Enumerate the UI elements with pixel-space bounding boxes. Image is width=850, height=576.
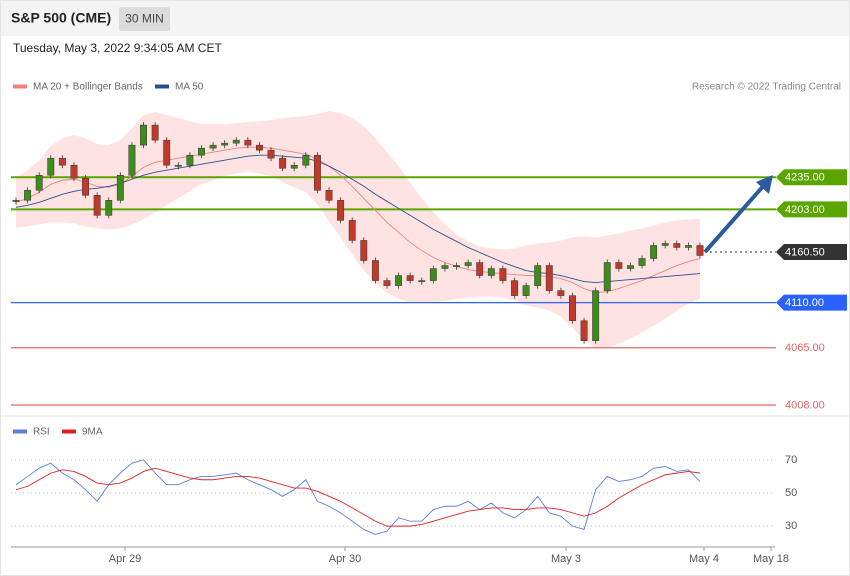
candle bbox=[487, 268, 495, 276]
candle bbox=[406, 275, 414, 281]
candle bbox=[696, 245, 704, 256]
candle bbox=[453, 265, 460, 267]
candle bbox=[580, 320, 588, 342]
forecast-arrow bbox=[703, 181, 768, 254]
candle bbox=[534, 265, 542, 286]
x-tick-label: Apr 29 bbox=[109, 553, 141, 565]
legend-label: MA 20 + Bollinger Bands bbox=[33, 82, 143, 93]
candle bbox=[70, 164, 78, 179]
x-tick-label: May 4 bbox=[689, 553, 719, 565]
candle bbox=[244, 139, 252, 146]
candle bbox=[93, 195, 101, 216]
candle bbox=[499, 268, 507, 281]
candle bbox=[116, 174, 124, 201]
candle bbox=[198, 147, 205, 156]
candle bbox=[511, 280, 518, 296]
level-box bbox=[776, 169, 847, 186]
x-tick-label: Apr 30 bbox=[329, 553, 361, 565]
candle bbox=[221, 142, 229, 146]
level-box bbox=[776, 201, 847, 218]
candle bbox=[58, 157, 66, 166]
candle bbox=[603, 262, 611, 291]
candle bbox=[592, 290, 600, 342]
y-tick-label: 70 bbox=[785, 454, 797, 466]
line-series bbox=[15, 459, 701, 535]
x-tick-label: May 3 bbox=[551, 553, 581, 565]
moving-average bbox=[15, 146, 701, 294]
candle bbox=[313, 154, 321, 191]
legend-swatch bbox=[62, 429, 76, 434]
legend-swatch bbox=[13, 84, 27, 89]
candle bbox=[371, 260, 379, 281]
arrow-head bbox=[756, 175, 773, 194]
legend-label: 9MA bbox=[82, 427, 103, 438]
candle bbox=[209, 144, 217, 149]
candle bbox=[186, 154, 194, 166]
timeframe[interactable]: 30 MIN bbox=[125, 12, 164, 26]
candle bbox=[348, 220, 356, 241]
legend-label: RSI bbox=[33, 427, 50, 438]
candle bbox=[441, 265, 449, 269]
candle bbox=[418, 280, 426, 283]
candle bbox=[151, 124, 159, 141]
candle bbox=[360, 240, 368, 261]
candle bbox=[395, 275, 403, 286]
credit: Research © 2022 Trading Central bbox=[692, 82, 841, 93]
level-label: 4203.00 bbox=[785, 204, 825, 216]
moving-average bbox=[15, 154, 701, 284]
timestamp: Tuesday, May 3, 2022 9:34:05 AM CET bbox=[13, 41, 222, 55]
candle bbox=[302, 154, 310, 166]
candle bbox=[128, 144, 136, 176]
candle bbox=[12, 200, 20, 202]
candle bbox=[174, 164, 182, 167]
x-tick-label: May 18 bbox=[753, 553, 789, 565]
candle bbox=[35, 174, 43, 191]
level-label: 4235.00 bbox=[785, 172, 825, 184]
candle bbox=[650, 245, 658, 259]
candle bbox=[279, 157, 287, 169]
legend-swatch bbox=[13, 429, 27, 434]
candle bbox=[325, 190, 333, 201]
candle bbox=[464, 262, 472, 266]
level-label: 4160.50 bbox=[785, 246, 825, 258]
candle bbox=[290, 164, 298, 169]
candle bbox=[673, 243, 681, 248]
candle bbox=[615, 262, 623, 269]
candle bbox=[557, 290, 565, 296]
legend-label: MA 50 bbox=[175, 82, 204, 93]
candle bbox=[232, 139, 240, 144]
candle bbox=[661, 243, 669, 246]
candle bbox=[267, 149, 275, 159]
title: S&P 500 (CME) bbox=[11, 10, 111, 26]
candle bbox=[569, 295, 576, 321]
candle bbox=[383, 280, 391, 286]
timeframe-badge[interactable] bbox=[119, 7, 170, 31]
level-box bbox=[776, 294, 847, 311]
candle bbox=[545, 265, 553, 291]
level-label: 4110.00 bbox=[785, 297, 824, 309]
candle bbox=[684, 245, 692, 248]
candle bbox=[47, 157, 55, 176]
candle bbox=[256, 144, 263, 151]
candle bbox=[163, 139, 171, 166]
level-label: 4008.00 bbox=[785, 399, 825, 411]
level-label: 4065.00 bbox=[785, 342, 825, 354]
line-series bbox=[15, 467, 701, 527]
candle bbox=[429, 268, 437, 281]
candle bbox=[627, 265, 634, 269]
y-tick-label: 50 bbox=[785, 487, 797, 499]
y-tick-label: 30 bbox=[785, 520, 797, 532]
candle bbox=[337, 200, 345, 221]
candle bbox=[24, 190, 32, 201]
candle bbox=[140, 124, 147, 146]
candle bbox=[522, 285, 530, 296]
legend-swatch bbox=[155, 84, 169, 89]
candle bbox=[105, 200, 113, 216]
candle bbox=[638, 258, 646, 266]
candle bbox=[476, 262, 484, 276]
level-box bbox=[776, 243, 847, 260]
candle bbox=[82, 177, 89, 196]
